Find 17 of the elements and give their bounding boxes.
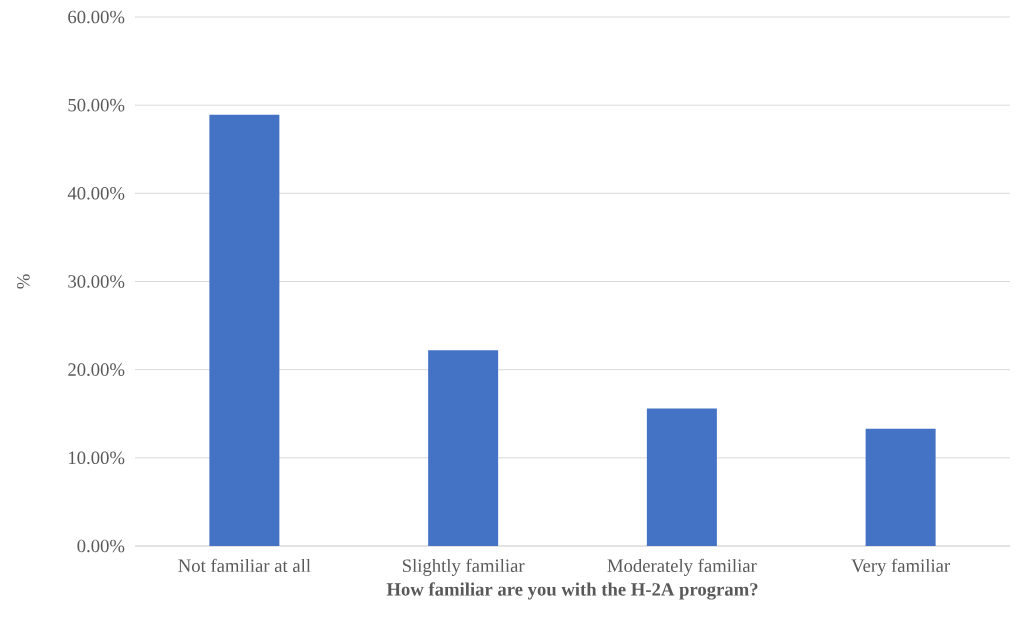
x-axis-title: How familiar are you with the H-2A program? [386, 582, 758, 600]
y-axis-title: % [17, 274, 30, 289]
x-tick-label: Slightly familiar [402, 558, 525, 576]
y-tick-label: 50.00% [68, 98, 125, 112]
bar [428, 350, 499, 546]
y-tick-label: 10.00% [69, 451, 125, 465]
y-tick-label: 0.00% [77, 539, 125, 553]
y-tick-label: 60.00% [68, 10, 125, 24]
y-tick-label: 20.00% [68, 363, 125, 377]
x-tick-label: Not familiar at all [178, 558, 311, 573]
x-tick-label: Moderately familiar [607, 558, 757, 576]
x-tick-label: Very familiar [851, 558, 950, 576]
bar [209, 114, 280, 546]
y-tick-label: 40.00% [67, 186, 125, 200]
bar [646, 408, 717, 546]
y-tick-label: 30.00% [68, 275, 125, 288]
bar [865, 428, 936, 546]
